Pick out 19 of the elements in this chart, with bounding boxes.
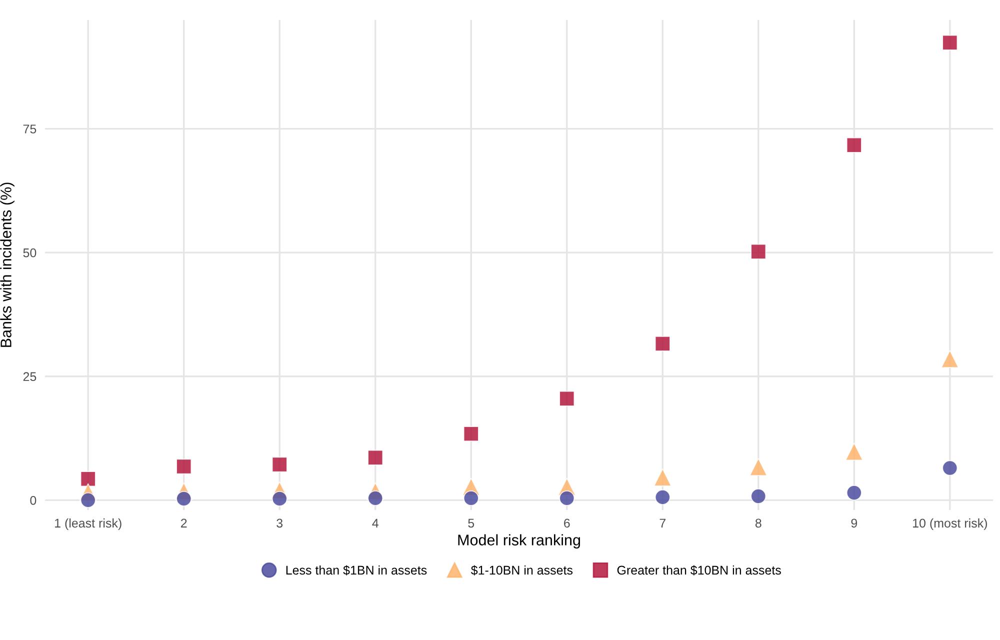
x-tick-label: 3 <box>276 518 283 528</box>
y-tick-label: 0 <box>30 496 36 505</box>
x-tick-label: 6 <box>564 518 570 528</box>
x-tick-label: 7 <box>660 518 666 528</box>
y-tick-label: 75 <box>23 124 36 134</box>
x-axis-title: Model risk ranking <box>458 534 580 548</box>
legend-label: $1-10BN in assets <box>470 565 573 576</box>
x-tick-label: 10 (most risk) <box>913 518 987 530</box>
legend-label: Less than $1BN in assets <box>286 565 427 576</box>
x-tick-label: 8 <box>755 518 762 528</box>
x-tick-label: 9 <box>851 518 858 528</box>
x-tick-label: 5 <box>468 518 474 528</box>
x-tick-label: 1 (least risk) <box>55 518 122 530</box>
y-tick-label: 25 <box>23 372 36 382</box>
x-tick-label: 4 <box>372 518 378 528</box>
y-tick-label: 50 <box>23 248 36 258</box>
y-axis-title: Banks with incidents (%) <box>0 182 14 347</box>
legend-label: Greater than $10BN in assets <box>617 565 781 576</box>
x-tick-label: 2 <box>181 518 187 528</box>
